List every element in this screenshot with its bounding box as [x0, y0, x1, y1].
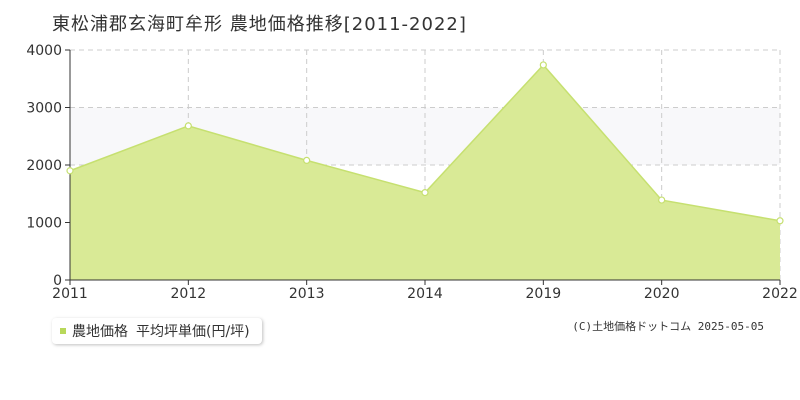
x-tick-label: 2011: [52, 286, 88, 302]
data-point: [658, 196, 666, 204]
x-tick-label: 2020: [644, 286, 680, 302]
area-fill: [70, 64, 780, 280]
axes: [65, 49, 781, 285]
data-point: [539, 61, 547, 69]
y-tick-label: 3000: [26, 101, 62, 117]
legend-marker-icon: [60, 328, 66, 334]
data-point: [66, 167, 74, 175]
x-tick-label: 2014: [407, 286, 443, 302]
legend: 農地価格 平均坪単価(円/坪): [52, 318, 262, 344]
y-tick-label: 4000: [26, 43, 62, 59]
y-tick-label: 0: [53, 273, 62, 289]
x-tick-label: 2012: [171, 286, 207, 302]
data-markers: [66, 61, 784, 225]
y-tick-label: 1000: [26, 216, 62, 232]
chart-title: 東松浦郡玄海町牟形 農地価格推移[2011-2022]: [52, 14, 467, 35]
legend-label: 農地価格: [72, 324, 128, 340]
data-point: [421, 189, 429, 197]
y-tick-label: 2000: [26, 158, 62, 174]
tick-labels: 0 1000 2000 3000 4000 2011 2012 2013 2014 2019 202…: [26, 43, 797, 302]
data-point: [776, 217, 784, 225]
legend-unit: 平均坪単価(円/坪): [136, 324, 250, 340]
x-tick-label: 2013: [289, 286, 325, 302]
x-tick-label: 2022: [762, 286, 798, 302]
data-point: [184, 122, 192, 130]
copyright-text: (C)土地価格ドットコム 2025-05-05: [572, 320, 764, 333]
x-tick-label: 2019: [526, 286, 562, 302]
data-point: [303, 156, 311, 164]
